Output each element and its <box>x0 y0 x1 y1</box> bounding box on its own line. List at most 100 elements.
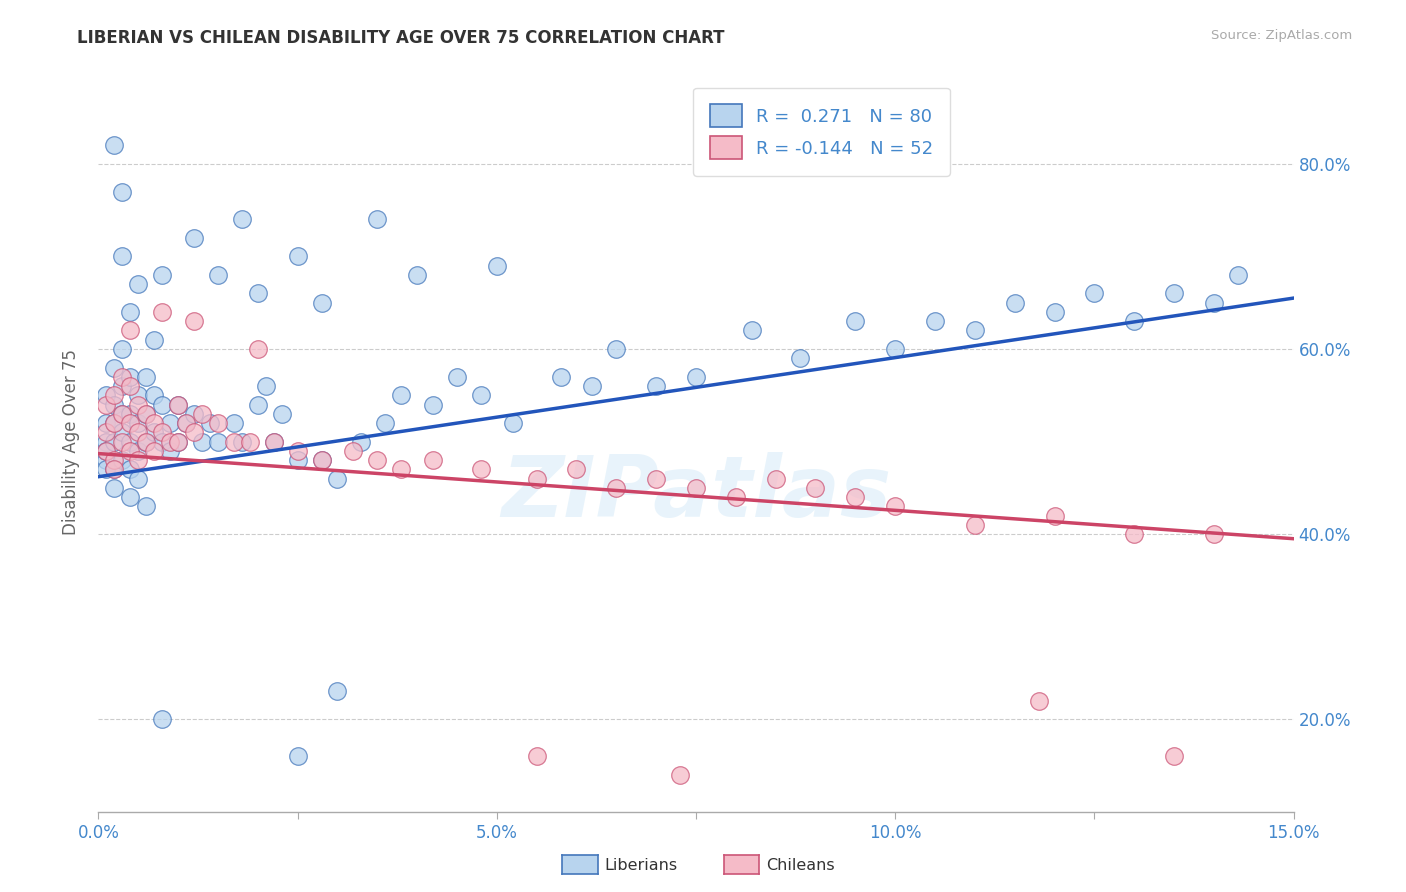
Point <box>111 434 134 449</box>
Point <box>150 398 173 412</box>
Point <box>174 416 197 430</box>
Point <box>789 351 811 366</box>
Point <box>485 259 508 273</box>
Point <box>246 286 269 301</box>
Point <box>502 416 524 430</box>
Y-axis label: Disability Age Over 75: Disability Age Over 75 <box>62 349 80 534</box>
Point <box>565 462 588 476</box>
Point <box>135 407 157 421</box>
Point <box>103 416 125 430</box>
Point <box>222 434 245 449</box>
Point <box>207 434 229 449</box>
Point <box>326 684 349 698</box>
Point <box>287 749 309 764</box>
Point <box>1043 508 1066 523</box>
Point <box>150 268 173 282</box>
Point <box>111 369 134 384</box>
Point <box>311 453 333 467</box>
Point <box>111 379 134 393</box>
Point <box>1226 268 1249 282</box>
Point <box>103 434 125 449</box>
Legend: R =  0.271   N = 80, R = -0.144   N = 52: R = 0.271 N = 80, R = -0.144 N = 52 <box>693 87 950 176</box>
Point <box>167 398 190 412</box>
Point <box>159 416 181 430</box>
Point <box>374 416 396 430</box>
Point <box>127 416 149 430</box>
Point <box>1083 286 1105 301</box>
Point <box>135 369 157 384</box>
Point <box>1123 527 1146 541</box>
Point <box>183 425 205 440</box>
Point <box>724 490 747 504</box>
Point <box>222 416 245 430</box>
Point <box>111 185 134 199</box>
Point <box>605 342 627 356</box>
Point <box>526 749 548 764</box>
Point <box>135 434 157 449</box>
Point <box>263 434 285 449</box>
Point <box>120 434 142 449</box>
Point <box>1163 286 1185 301</box>
Point <box>143 416 166 430</box>
Point <box>103 398 125 412</box>
Point <box>127 398 149 412</box>
Text: Chileans: Chileans <box>766 858 835 872</box>
Point <box>127 453 149 467</box>
Point <box>389 388 412 402</box>
Point <box>120 369 142 384</box>
Point <box>143 388 166 402</box>
Point <box>581 379 603 393</box>
Point <box>1028 694 1050 708</box>
Point <box>120 462 142 476</box>
Point <box>207 416 229 430</box>
Point <box>645 379 668 393</box>
Point <box>111 407 134 421</box>
Point <box>120 490 142 504</box>
Point <box>741 324 763 338</box>
Point <box>350 434 373 449</box>
Point <box>231 212 253 227</box>
Point <box>127 388 149 402</box>
Point <box>804 481 827 495</box>
Point <box>103 138 125 153</box>
Point <box>191 434 214 449</box>
Point <box>1202 295 1225 310</box>
Point <box>246 342 269 356</box>
Point <box>389 462 412 476</box>
Point <box>422 453 444 467</box>
Point <box>150 305 173 319</box>
Point <box>207 268 229 282</box>
Point <box>96 425 118 440</box>
Point <box>127 425 149 440</box>
Point <box>103 416 125 430</box>
Text: ZIPatlas: ZIPatlas <box>501 452 891 535</box>
Point <box>765 471 787 485</box>
Point <box>96 434 118 449</box>
Point <box>96 398 118 412</box>
Point <box>366 453 388 467</box>
Point <box>96 416 118 430</box>
Point <box>150 712 173 726</box>
Point <box>127 277 149 292</box>
Point <box>159 434 181 449</box>
Point <box>422 398 444 412</box>
Point <box>342 443 364 458</box>
Point <box>1004 295 1026 310</box>
Point <box>111 342 134 356</box>
Point <box>645 471 668 485</box>
Point <box>526 471 548 485</box>
Point <box>198 416 221 430</box>
Point <box>96 462 118 476</box>
Point <box>470 462 492 476</box>
Point <box>311 453 333 467</box>
Point <box>1043 305 1066 319</box>
Text: Liberians: Liberians <box>605 858 678 872</box>
Point <box>254 379 277 393</box>
Point <box>963 324 986 338</box>
Point <box>96 388 118 402</box>
Point <box>270 407 292 421</box>
Point <box>120 407 142 421</box>
Point <box>366 212 388 227</box>
Point <box>183 231 205 245</box>
Point <box>103 462 125 476</box>
